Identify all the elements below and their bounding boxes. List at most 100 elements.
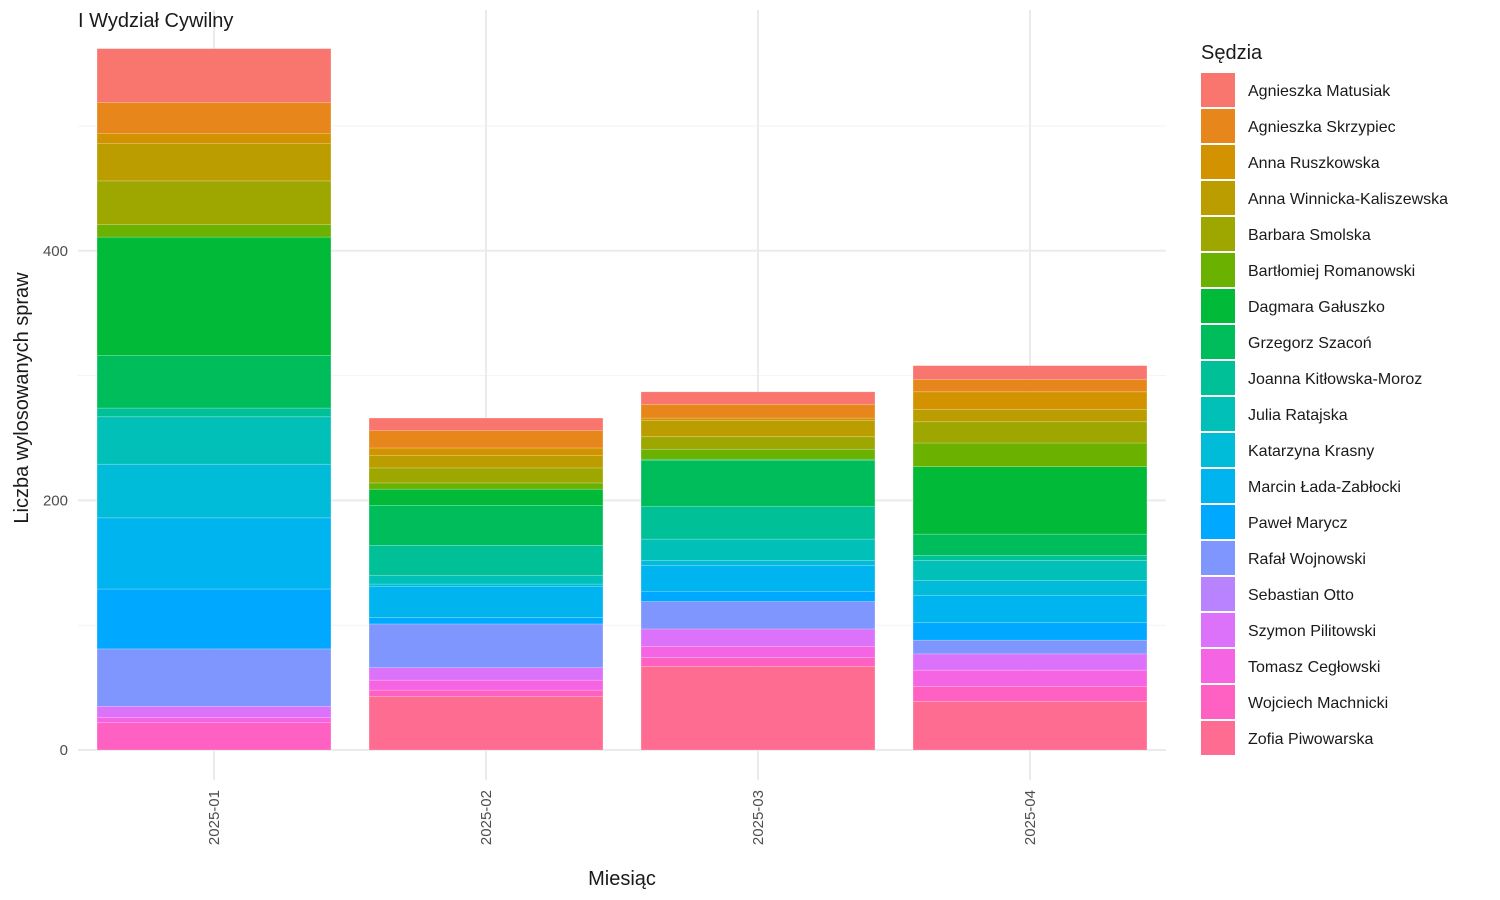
bar-segment[interactable] [640,506,876,540]
bar-segment[interactable] [912,466,1148,535]
bar-segment[interactable] [912,555,1148,561]
bar-segment[interactable] [368,574,604,585]
chart-title: I Wydział Cywilny [78,10,233,32]
bar-segment[interactable] [96,648,332,707]
bar-segment[interactable] [368,679,604,691]
legend-label: Sebastian Otto [1248,587,1354,604]
bar-segment[interactable] [368,623,604,668]
legend-item[interactable]: Wojciech Machnicki [1201,685,1388,719]
bar-segment[interactable] [640,460,876,507]
bar-segment[interactable] [96,48,332,103]
bar-segment[interactable] [640,601,876,630]
bar-segment[interactable] [640,538,876,561]
bar-segment[interactable] [368,447,604,456]
bar-segment[interactable] [640,591,876,602]
bar-stack-2025-04 [912,365,1148,751]
bar-segment[interactable] [96,588,332,650]
bar-segment[interactable] [912,669,1148,687]
bars [96,48,1148,751]
bar-segment[interactable] [640,420,876,438]
legend-item[interactable]: Anna Winnicka-Kaliszewska [1201,181,1448,215]
bar-segment[interactable] [368,667,604,681]
bar-segment[interactable] [912,653,1148,671]
bar-segment[interactable] [912,559,1148,581]
bar-segment[interactable] [640,458,876,461]
bar-segment[interactable] [640,628,876,647]
bar-segment[interactable] [96,236,332,356]
legend-item[interactable]: Dagmara Gałuszko [1201,289,1385,323]
bar-segment[interactable] [368,583,604,587]
bar-segment[interactable] [368,617,604,625]
legend: Sędzia Agnieszka Matusiak Agnieszka Skrzy… [1201,42,1448,755]
legend-label: Agnieszka Skrzypiec [1248,119,1396,136]
bar-segment[interactable] [912,421,1148,444]
y-axis-label: Liczba wylosowanych spraw [11,272,33,524]
bar-segment[interactable] [640,417,876,421]
legend-item[interactable]: Tomasz Cegłowski [1201,649,1380,683]
legend-item[interactable]: Marcin Łada-Zabłocki [1201,469,1401,503]
bar-segment[interactable] [640,646,876,658]
bar-segment[interactable] [912,391,1148,410]
bar-segment[interactable] [96,722,332,751]
bar-segment[interactable] [912,594,1148,624]
bar-segment[interactable] [96,706,332,718]
legend-item[interactable]: Agnieszka Skrzypiec [1201,109,1396,143]
legend-item[interactable]: Julia Ratajska [1201,397,1348,431]
bar-segment[interactable] [96,407,332,418]
bar-segment[interactable] [96,463,332,519]
bar-segment[interactable] [912,622,1148,641]
bar-segment[interactable] [368,505,604,546]
bar-segment[interactable] [368,455,604,469]
bar-segment[interactable] [96,355,332,409]
legend-item[interactable]: Katarzyna Krasny [1201,433,1374,467]
bar-segment[interactable] [912,365,1148,380]
bar-segment[interactable] [368,696,604,751]
legend-swatch [1201,73,1235,107]
bar-segment[interactable] [640,391,876,405]
bar-segment[interactable] [912,639,1148,655]
legend-item[interactable]: Szymon Pilitowski [1201,613,1376,647]
bar-segment[interactable] [96,416,332,465]
bar-segment[interactable] [368,488,604,506]
legend-swatch [1201,145,1235,179]
bar-segment[interactable] [368,417,604,431]
legend-item[interactable]: Sebastian Otto [1201,577,1354,611]
bar-segment[interactable] [368,586,604,619]
legend-item[interactable]: Grzegorz Szacoń [1201,325,1372,359]
bar-segment[interactable] [912,408,1148,423]
bar-segment[interactable] [912,442,1148,467]
bar-segment[interactable] [640,448,876,460]
legend-item[interactable]: Anna Ruszkowska [1201,145,1380,179]
legend-label: Barbara Smolska [1248,227,1371,244]
bar-segment[interactable] [912,686,1148,702]
bar-segment[interactable] [96,224,332,238]
bar-segment[interactable] [640,436,876,450]
legend-item[interactable]: Barbara Smolska [1201,217,1371,251]
bar-segment[interactable] [912,533,1148,556]
bar-segment[interactable] [96,717,332,723]
bar-segment[interactable] [368,689,604,697]
bar-segment[interactable] [96,133,332,144]
bar-segment[interactable] [368,467,604,484]
bar-segment[interactable] [96,180,332,225]
bar-segment[interactable] [368,430,604,449]
bar-segment[interactable] [640,403,876,419]
bar-segment[interactable] [912,379,1148,393]
bar-segment[interactable] [640,559,876,566]
bar-segment[interactable] [96,143,332,182]
legend-item[interactable]: Agnieszka Matusiak [1201,73,1391,107]
legend-item[interactable]: Zofia Piwowarska [1201,721,1373,755]
bar-segment[interactable] [640,564,876,592]
bar-segment[interactable] [368,482,604,490]
bar-segment[interactable] [368,545,604,576]
bar-segment[interactable] [912,579,1148,596]
bar-segment[interactable] [640,666,876,751]
bar-segment[interactable] [96,517,332,590]
legend-item[interactable]: Bartłomiej Romanowski [1201,253,1415,287]
bar-segment[interactable] [912,701,1148,751]
legend-item[interactable]: Rafał Wojnowski [1201,541,1366,575]
bar-segment[interactable] [96,101,332,134]
bar-segment[interactable] [640,657,876,667]
legend-item[interactable]: Joanna Kitłowska-Moroz [1201,361,1422,395]
legend-item[interactable]: Paweł Marycz [1201,505,1348,539]
